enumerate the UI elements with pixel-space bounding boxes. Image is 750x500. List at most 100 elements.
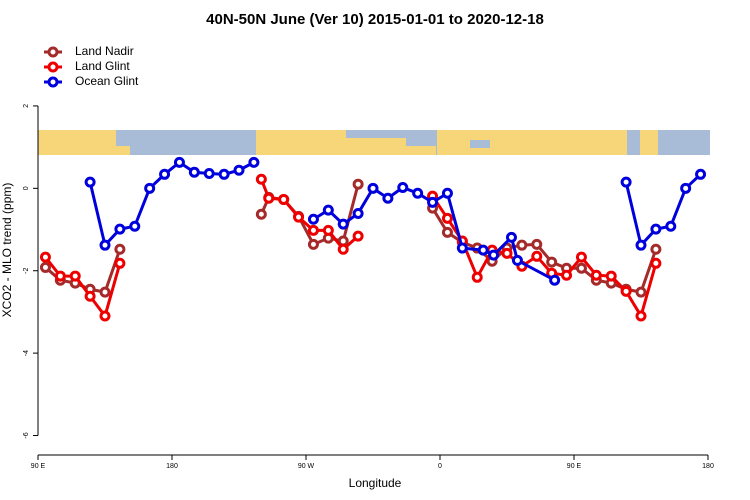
data-point	[307, 238, 319, 250]
data-point	[54, 270, 66, 282]
data-point	[575, 262, 587, 274]
land	[640, 130, 658, 155]
data-point	[516, 239, 528, 251]
data-point	[99, 310, 111, 322]
data-point	[69, 270, 81, 282]
data-point	[680, 182, 692, 194]
data-point	[352, 207, 364, 219]
data-point	[620, 176, 632, 188]
data-point	[144, 182, 156, 194]
legend-marker	[47, 76, 59, 88]
land	[256, 130, 346, 155]
data-point	[549, 274, 561, 286]
data-point	[367, 182, 379, 194]
data-point	[203, 167, 215, 179]
data-point	[575, 251, 587, 263]
data-point	[501, 247, 513, 259]
legend-label: Ocean Glint	[75, 74, 139, 88]
data-point	[278, 193, 290, 205]
data-point	[605, 270, 617, 282]
data-point	[352, 178, 364, 190]
data-point	[471, 271, 483, 283]
data-point	[650, 223, 662, 235]
data-point	[635, 286, 647, 298]
data-point	[441, 212, 453, 224]
data-point	[620, 285, 632, 297]
map-strip	[38, 130, 710, 155]
data-point	[477, 244, 489, 256]
data-point	[695, 168, 707, 180]
land	[38, 130, 116, 155]
data-point	[456, 242, 468, 254]
data-point	[218, 168, 230, 180]
x-tick-label: 90 E	[31, 463, 46, 470]
data-point	[84, 176, 96, 188]
data-point	[39, 261, 51, 273]
land	[116, 146, 130, 155]
x-axis-label: Longitude	[349, 476, 402, 490]
series-line	[44, 178, 658, 320]
x-tick-label: 0	[438, 463, 442, 470]
data-point	[114, 223, 126, 235]
land	[406, 146, 436, 155]
legend-label: Land Nadir	[75, 44, 134, 58]
data-point	[248, 156, 260, 168]
data-point	[39, 251, 51, 263]
y-axis-label: XCO2 - MLO trend (ppm)	[0, 183, 14, 318]
land	[346, 138, 406, 155]
data-point	[255, 208, 267, 220]
x-tick-label: 90 E	[567, 463, 582, 470]
data-point	[412, 187, 424, 199]
y-tick-label: -6	[23, 432, 30, 438]
data-point	[188, 166, 200, 178]
data-point	[337, 243, 349, 255]
data-point	[665, 220, 677, 232]
data-point	[397, 181, 409, 193]
data-point	[307, 213, 319, 225]
legend-label: Land Glint	[75, 59, 130, 73]
data-point	[233, 164, 245, 176]
data-point	[441, 226, 453, 238]
y-tick-label: -2	[23, 268, 30, 274]
legend-marker	[47, 61, 59, 73]
data-point	[531, 250, 543, 262]
series-line	[88, 160, 702, 282]
y-tick-label: -4	[23, 350, 30, 356]
x-tick-label: 180	[702, 463, 714, 470]
land	[437, 130, 627, 155]
data-point	[263, 192, 275, 204]
data-point	[590, 269, 602, 281]
data-point	[99, 239, 111, 251]
y-tick-label: 2	[23, 104, 30, 108]
data-point	[635, 239, 647, 251]
data-point	[531, 238, 543, 250]
x-tick-label: 90 W	[298, 463, 315, 470]
data-point	[382, 192, 394, 204]
y-tick-label: 0	[23, 186, 30, 190]
data-point	[352, 230, 364, 242]
data-point	[546, 256, 558, 268]
data-point	[114, 257, 126, 269]
data-point	[635, 310, 647, 322]
data-point	[322, 224, 334, 236]
data-point	[322, 204, 334, 216]
data-point	[650, 257, 662, 269]
data-point	[99, 286, 111, 298]
data-point	[511, 254, 523, 266]
data-point	[255, 173, 267, 185]
chart-title: 40N-50N June (Ver 10) 2015-01-01 to 2020…	[206, 11, 544, 28]
water	[470, 140, 490, 148]
data-point	[650, 243, 662, 255]
data-point	[129, 220, 141, 232]
data-point	[427, 196, 439, 208]
data-point	[441, 187, 453, 199]
data-point	[307, 224, 319, 236]
data-point	[293, 211, 305, 223]
data-point	[159, 168, 171, 180]
legend-marker	[47, 46, 59, 58]
data-point	[488, 249, 500, 261]
data-point	[173, 156, 185, 168]
x-tick-label: 180	[166, 463, 178, 470]
